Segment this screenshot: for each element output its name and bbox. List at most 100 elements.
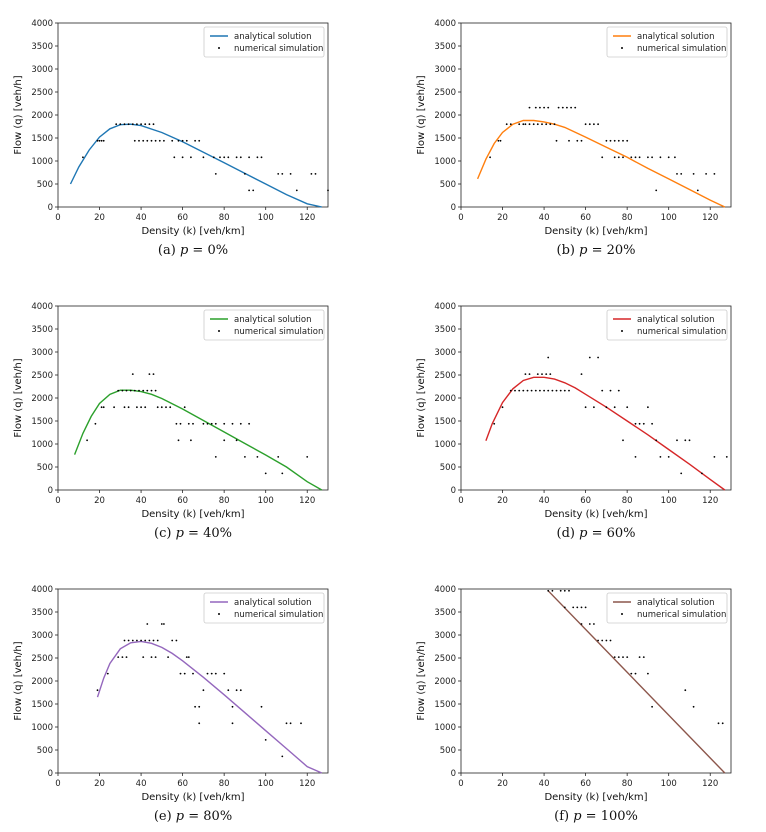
numerical-point xyxy=(256,156,259,159)
legend-point-swatch xyxy=(218,613,220,615)
y-axis-label: Flow (q) [veh/h] xyxy=(13,75,24,154)
numerical-point xyxy=(580,623,583,625)
numerical-point xyxy=(138,139,140,142)
numerical-point xyxy=(549,373,552,375)
numerical-point xyxy=(150,656,153,658)
numerical-point xyxy=(532,123,535,126)
numerical-point xyxy=(239,422,242,425)
caption-label: (d) xyxy=(557,526,580,541)
y-tick-label: 2000 xyxy=(434,394,456,404)
legend-label-analytical: analytical solution xyxy=(637,32,715,42)
numerical-point xyxy=(98,139,101,142)
numerical-point xyxy=(119,123,122,126)
numerical-point xyxy=(202,689,205,692)
x-tick-label: 60 xyxy=(580,496,591,506)
numerical-point xyxy=(177,439,180,442)
analytical-line xyxy=(476,119,726,208)
numerical-point xyxy=(96,689,99,692)
chart-panel-2: 0 500 1000 1500 2000 2500 3000 3500 4000 0 20 40 60 8… xyxy=(416,19,732,258)
numerical-point xyxy=(593,623,595,625)
x-tick-label: 20 xyxy=(94,213,105,223)
numerical-point xyxy=(688,439,691,442)
numerical-point xyxy=(557,106,560,109)
x-tick-label: 100 xyxy=(661,213,677,223)
legend-label-analytical: analytical solution xyxy=(637,315,715,325)
y-tick-label: 2500 xyxy=(31,371,53,381)
y-tick-label: 3000 xyxy=(434,348,456,358)
numerical-point xyxy=(642,656,645,658)
numerical-point xyxy=(133,389,136,392)
numerical-point xyxy=(647,406,649,409)
numerical-point xyxy=(169,406,172,409)
numerical-point xyxy=(597,639,599,642)
numerical-point xyxy=(210,672,213,675)
numerical-point xyxy=(617,389,620,392)
numerical-point xyxy=(721,722,724,725)
y-tick-label: 4000 xyxy=(31,585,53,595)
y-tick-label: 1000 xyxy=(434,723,456,733)
numerical-point xyxy=(605,639,608,642)
legend-point-swatch xyxy=(621,47,623,49)
numerical-point xyxy=(281,472,284,475)
y-tick-label: 1000 xyxy=(31,723,53,733)
numerical-point xyxy=(285,722,288,725)
y-tick-label: 4000 xyxy=(31,302,53,312)
caption-value: = 100% xyxy=(582,809,638,824)
numerical-point xyxy=(154,656,157,658)
numerical-point xyxy=(212,156,215,159)
numerical-point xyxy=(165,406,167,409)
numerical-point xyxy=(183,406,186,409)
analytical-line xyxy=(69,123,322,208)
numerical-point xyxy=(617,656,620,658)
numerical-point xyxy=(651,156,653,159)
y-tick-label: 1000 xyxy=(434,157,456,167)
numerical-point xyxy=(534,106,537,109)
numerical-point xyxy=(248,156,251,159)
numerical-point xyxy=(136,123,138,126)
numerical-point xyxy=(113,406,115,409)
numerical-point xyxy=(177,139,180,142)
numerical-point xyxy=(160,623,163,625)
numerical-point xyxy=(140,406,143,409)
numerical-point xyxy=(192,672,194,675)
numerical-point xyxy=(647,672,649,675)
caption-label: (e) xyxy=(154,809,176,824)
numerical-point xyxy=(547,389,550,392)
y-tick-label: 0 xyxy=(48,203,53,213)
x-tick-label: 80 xyxy=(622,779,633,789)
numerical-point xyxy=(248,189,251,192)
numerical-point xyxy=(524,123,527,126)
numerical-point xyxy=(605,406,608,409)
numerical-point xyxy=(148,373,151,375)
numerical-point xyxy=(96,139,99,142)
numerical-point xyxy=(173,156,176,159)
y-axis-label: Flow (q) [veh/h] xyxy=(13,358,24,437)
numerical-point xyxy=(522,389,525,392)
numerical-point xyxy=(630,672,633,675)
numerical-point xyxy=(158,139,161,142)
y-tick-label: 0 xyxy=(48,769,53,779)
numerical-point xyxy=(100,406,103,409)
numerical-point xyxy=(547,106,550,109)
numerical-point xyxy=(194,705,197,708)
numerical-point xyxy=(568,389,570,392)
y-tick-label: 2500 xyxy=(31,654,53,664)
numerical-point xyxy=(281,755,284,758)
numerical-point xyxy=(148,639,151,642)
y-tick-label: 4000 xyxy=(434,19,456,29)
numerical-point xyxy=(136,639,138,642)
numerical-point xyxy=(121,389,124,392)
y-tick-label: 4000 xyxy=(31,19,53,29)
subfigure-caption: (b) p = 20% xyxy=(557,243,636,258)
x-tick-label: 80 xyxy=(622,213,633,223)
numerical-point xyxy=(175,639,178,642)
numerical-point xyxy=(214,173,217,175)
numerical-point xyxy=(601,639,604,642)
x-tick-label: 20 xyxy=(497,213,508,223)
numerical-point xyxy=(528,106,531,109)
numerical-point xyxy=(601,389,604,392)
caption-variable: p xyxy=(573,809,582,824)
numerical-point xyxy=(676,173,678,175)
numerical-point xyxy=(206,422,209,425)
numerical-point xyxy=(559,389,562,392)
